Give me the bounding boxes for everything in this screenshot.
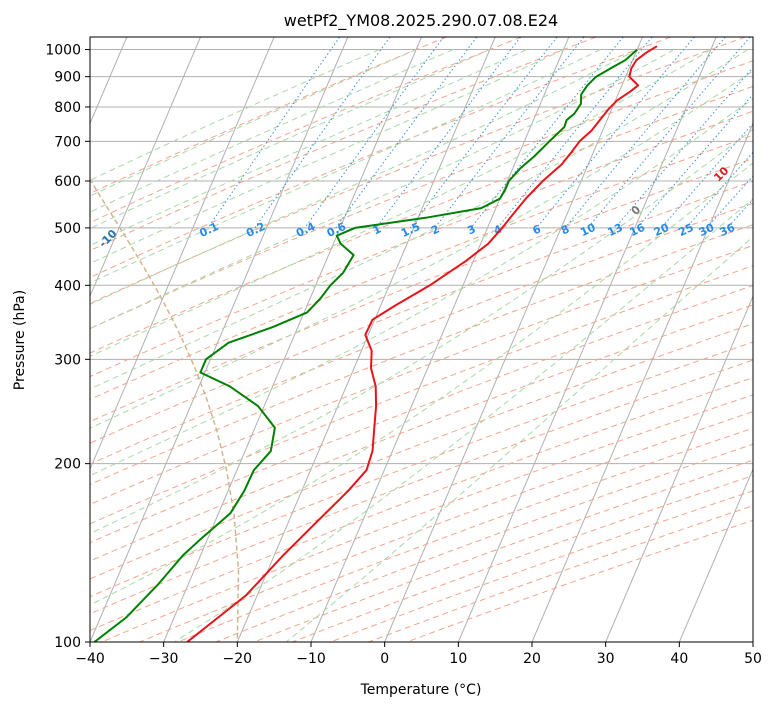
y-tick-label: 900 — [54, 70, 81, 86]
moist-adiabat-line — [90, 49, 712, 357]
x-tick-label: 30 — [597, 651, 615, 667]
mixing-ratio-line — [375, 37, 521, 229]
moist-adiabat-line — [90, 49, 638, 305]
mixing-ratio-label: 20 — [652, 221, 672, 239]
moist-adiabat-line — [90, 49, 675, 330]
mixing-ratio-label: 30 — [697, 221, 717, 239]
dry-adiabat-line — [90, 37, 522, 224]
y-tick-label: 200 — [54, 457, 81, 473]
x-axis-label: Temperature (°C) — [360, 682, 482, 698]
moist-adiabat-line — [90, 49, 527, 247]
x-tick-label: 0 — [380, 651, 389, 667]
mixing-ratio-line — [497, 37, 653, 229]
mixing-ratio-line — [335, 37, 478, 229]
isotherm-line — [384, 37, 643, 642]
isotherm-line — [163, 37, 422, 642]
moist-adiabat-line — [90, 49, 748, 390]
isotherm-line — [90, 37, 201, 298]
y-tick-label: 600 — [54, 174, 81, 190]
temperature-profile-line — [186, 45, 658, 642]
mixing-ratio-label: 36 — [718, 221, 738, 239]
mixing-ratio-label: 25 — [676, 221, 695, 239]
dry-adiabat-line — [90, 341, 753, 598]
moist-adiabat-line — [90, 49, 454, 213]
y-tick-label: 100 — [54, 635, 81, 651]
mixing-ratio-label: 16 — [628, 221, 648, 239]
dry-adiabat-line — [90, 134, 753, 400]
dry-adiabat-line — [90, 37, 447, 195]
sounding-profiles — [93, 45, 658, 642]
x-tick-label: −10 — [296, 651, 326, 667]
x-tick-label: 50 — [744, 651, 762, 667]
x-tick-label: −20 — [223, 651, 253, 667]
y-tick-label: 500 — [54, 221, 81, 237]
dry-adiabat-line — [90, 284, 753, 544]
x-tick-label: 10 — [449, 651, 467, 667]
y-axis-label: Pressure (hPa) — [12, 290, 28, 390]
dry-adiabat-line — [90, 224, 753, 486]
mixing-ratio-label: 10 — [578, 221, 598, 239]
x-tick-label: −40 — [75, 651, 105, 667]
moist-adiabat-line — [90, 49, 564, 265]
mixing-ratio-line — [470, 37, 624, 229]
y-tick-label: 700 — [54, 134, 81, 150]
chart-title: wetPf2_YM08.2025.290.07.08.E24 — [284, 11, 558, 31]
dry-adiabat-line — [90, 157, 753, 423]
dry-adiabat-line — [90, 244, 753, 505]
mixing-ratio-line — [254, 37, 391, 229]
moist-adiabat-line — [90, 70, 753, 429]
dry-adiabat-line — [90, 110, 753, 378]
plot-frame — [89, 36, 754, 643]
mixing-ratio-label: 13 — [606, 221, 625, 239]
dry-adiabat-line — [90, 304, 753, 562]
y-tick-label: 300 — [54, 352, 81, 368]
dry-adiabat-line — [90, 359, 753, 615]
isotherm-line — [90, 37, 349, 642]
dry-adiabat-line — [90, 85, 753, 354]
x-axis-ticks: −40 −30 −20 −10 0 10 20 30 40 50 — [75, 642, 762, 667]
y-tick-label: 1000 — [45, 43, 81, 59]
dewpoint-profile-line — [93, 48, 638, 642]
mixing-ratio-line — [304, 37, 444, 229]
moist-adiabat-line — [285, 236, 753, 642]
moist-adiabat-line — [90, 49, 490, 230]
y-tick-label: 400 — [54, 278, 81, 294]
mixing-ratio-line — [564, 37, 726, 229]
dry-adiabat-line — [90, 60, 753, 330]
mixing-ratio-line — [207, 37, 341, 229]
reference-curve-line — [90, 177, 240, 642]
isotherm-line — [678, 467, 753, 642]
mixing-ratio-line — [636, 93, 753, 229]
x-tick-label: 20 — [523, 651, 541, 667]
isotherm-line — [90, 37, 275, 471]
moist-adiabat-line — [90, 49, 417, 197]
y-tick-label: 800 — [54, 100, 81, 116]
dry-adiabat-line — [90, 180, 753, 444]
x-tick-label: 40 — [670, 651, 688, 667]
moist-adiabat-line — [90, 98, 753, 477]
dry-adiabat-line — [101, 394, 753, 642]
isotherm-line — [457, 37, 717, 642]
y-axis-ticks: 100 200 300 400 500 600 700 800 900 1000 — [45, 43, 90, 651]
isotherm-line — [605, 295, 753, 642]
moist-adiabat-line — [90, 49, 380, 181]
x-tick-label: −30 — [149, 651, 179, 667]
